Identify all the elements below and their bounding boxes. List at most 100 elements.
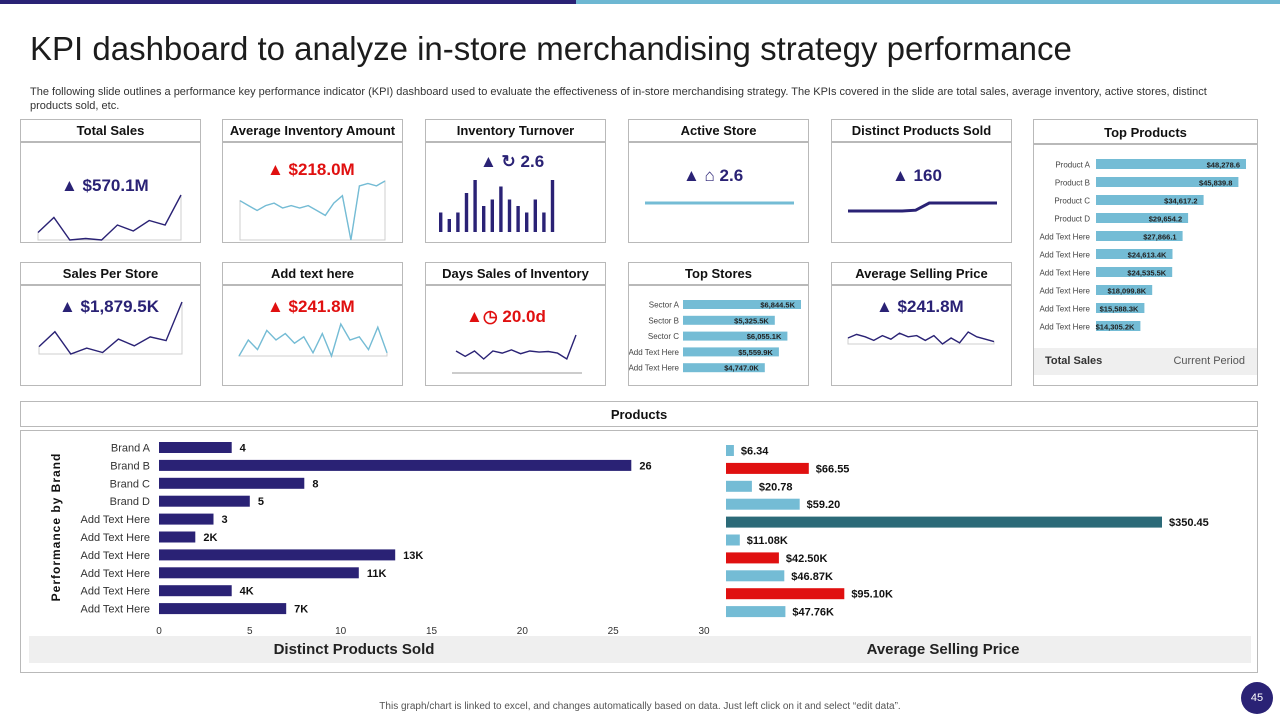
products-panel: Performance by Brand Brand A 4 Brand B 26 Br…	[20, 430, 1258, 673]
distinct-products-header: Distinct Products Sold	[831, 119, 1012, 142]
asp-bar	[726, 534, 740, 546]
brand-category-label: Add Text Here	[80, 604, 150, 616]
asp-value-label: $11.08K	[747, 535, 788, 547]
sales-per-store-sparkline-line	[38, 301, 183, 355]
top-stores-bar	[683, 331, 788, 341]
brand-bar	[159, 477, 305, 489]
products-header: Products	[20, 401, 1258, 427]
total-sales-card: ▲ $570.1M	[20, 142, 201, 243]
distinct-products-sold-label: Distinct Products Sold	[273, 641, 435, 658]
top-products-value-label: $14,305.2K	[1096, 323, 1135, 332]
inventory-turnover-bar	[490, 199, 494, 232]
brand-bar	[159, 603, 287, 615]
brand-value-label: 26	[639, 460, 651, 472]
top-products-category: Add Text Here	[1039, 251, 1090, 260]
top-products-bar	[1096, 195, 1204, 205]
active-store-value: ▲ ⌂ 2.6	[683, 166, 744, 185]
avg-inventory-card: ▲ $218.0M	[222, 142, 403, 243]
top-products-category: Add Text Here	[1039, 305, 1090, 314]
brand-bar	[159, 459, 632, 471]
inventory-turnover-card: ▲ ↻ 2.6	[425, 142, 606, 243]
brand-value-label: 3	[222, 514, 228, 526]
brand-value-label: 4	[240, 443, 247, 455]
inventory-turnover-bar	[507, 199, 512, 232]
avg-selling-price-header: Average Selling Price	[831, 262, 1012, 285]
total-sales-sparkline-line	[37, 194, 182, 241]
inventory-turnover-value: ▲ ↻ 2.6	[480, 152, 545, 171]
top-accent-bar-blue	[576, 0, 1280, 4]
asp-value-label: $6.34	[741, 446, 769, 458]
distinct-products-line-line	[848, 201, 997, 213]
days-sales-sparkline-line	[455, 334, 577, 361]
brand-category-label: Brand D	[110, 496, 150, 508]
brand-bar	[159, 442, 232, 453]
inventory-turnover-bar	[550, 180, 555, 232]
footer-note: This graph/chart is linked to excel, and…	[379, 701, 901, 712]
active-store-card: ▲ ⌂ 2.6	[628, 142, 809, 243]
top-products-category: Product B	[1055, 179, 1090, 188]
top-products-value-label: $45,839.8	[1199, 179, 1232, 188]
brand-axis-tick: 0	[156, 626, 162, 637]
distinct-products-card: ▲ 160	[831, 142, 1012, 243]
top-products-bar	[1096, 321, 1141, 331]
days-sales-header: Days Sales of Inventory	[425, 262, 606, 285]
asp-value-label: $47.76K	[792, 607, 834, 619]
brand-value-label: 7K	[294, 604, 308, 616]
top-stores-header: Top Stores	[628, 262, 809, 285]
page-title: KPI dashboard to analyze in-store mercha…	[30, 30, 1072, 67]
top-stores-bar	[683, 347, 779, 357]
distinct-products-value: ▲ 160	[892, 166, 942, 185]
top-products-value-label: $48,278.6	[1207, 161, 1240, 170]
add-text-header: Add text here	[222, 262, 403, 285]
top-stores-bar	[683, 315, 775, 325]
inventory-turnover-bar	[516, 206, 520, 232]
inventory-turnover-header: Inventory Turnover	[425, 119, 606, 142]
top-products-category: Add Text Here	[1039, 323, 1090, 332]
avg-inventory-header: Average Inventory Amount	[222, 119, 403, 142]
brand-bar	[159, 549, 396, 561]
top-products-category: Product C	[1054, 197, 1090, 206]
brand-value-label: 5	[258, 496, 264, 508]
inventory-turnover-bar	[456, 212, 460, 232]
avg-inventory-value: ▲ $218.0M	[267, 160, 355, 179]
days-sales-chart	[452, 334, 582, 374]
asp-value-label: $350.45	[1169, 517, 1209, 529]
top-products-category: Add Text Here	[1039, 233, 1090, 242]
top-products-header: Top Products	[1033, 119, 1258, 144]
add-text-card: ▲ $241.8M	[222, 285, 403, 386]
sales-per-store-header: Sales Per Store	[20, 262, 201, 285]
brand-value-label: 8	[312, 478, 318, 490]
page-subtitle: The following slide outlines a performan…	[30, 86, 1207, 112]
add-text-sparkline-line	[238, 322, 388, 359]
avg-selling-price-card: ▲ $241.8M	[831, 285, 1012, 386]
brand-axis-tick: 15	[426, 626, 438, 637]
top-products-card: Product A $48,278.6 Product B $45,839.8 Prod…	[1033, 144, 1258, 386]
top-products-footer-right: Current Period	[1173, 355, 1245, 367]
top-products-category: Product D	[1054, 215, 1090, 224]
brand-value-label: 2K	[203, 532, 217, 544]
top-products-bar	[1096, 177, 1239, 187]
top-products-bar	[1096, 249, 1173, 259]
inventory-turnover-bar	[464, 193, 469, 232]
avg-selling-price-sparkline-line	[847, 331, 995, 345]
avg-inventory-chart	[239, 180, 386, 241]
brand-axis-tick: 10	[335, 626, 347, 637]
top-stores-value-label: $5,559.9K	[738, 348, 773, 357]
brand-value-label: 4K	[240, 586, 254, 598]
top-products-category: Product A	[1055, 161, 1090, 170]
asp-value-label: $42.50K	[786, 553, 828, 565]
days-sales-value: ▲◷ 20.0d	[466, 307, 546, 326]
brand-axis-tick: 30	[698, 626, 710, 637]
top-stores-value-label: $4,747.0K	[724, 364, 759, 373]
page-number-badge: 45	[1241, 682, 1273, 714]
asp-value-label: $46.87K	[791, 571, 833, 583]
top-products-value-label: $24,535.5K	[1127, 269, 1166, 278]
sales-per-store-value: ▲ $1,879.5K	[59, 297, 159, 316]
days-sales-card: ▲◷ 20.0d	[425, 285, 606, 386]
brand-category-label: Add Text Here	[80, 550, 150, 562]
sales-per-store-card: ▲ $1,879.5K	[20, 285, 201, 386]
total-sales-value: ▲ $570.1M	[61, 176, 149, 195]
asp-value-label: $95.10K	[851, 589, 893, 601]
inventory-turnover-chart	[439, 180, 555, 232]
brand-chart-ylabel: Performance by Brand	[49, 453, 63, 602]
